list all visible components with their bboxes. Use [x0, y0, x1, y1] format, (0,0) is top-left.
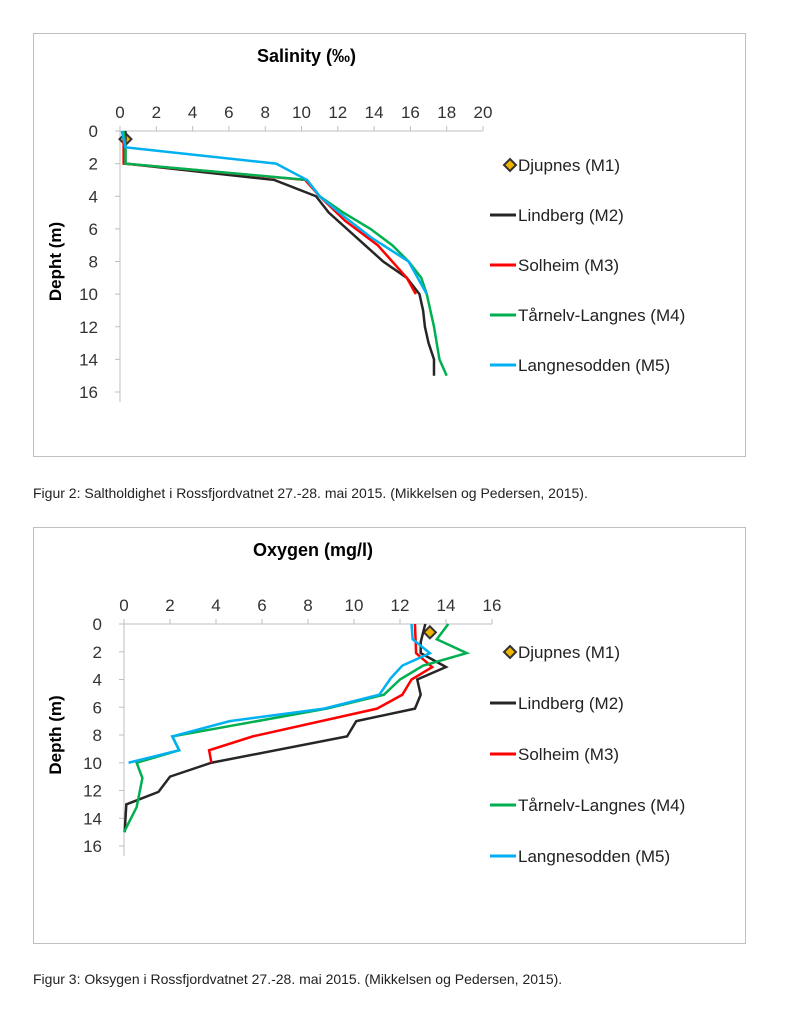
- oxygen-chart-frame: [33, 527, 746, 944]
- salinity-y-tick-label: 8: [89, 253, 98, 272]
- oxygen-legend-M1: Djupnes (M1): [518, 643, 620, 662]
- salinity-line-M3: [122, 131, 417, 295]
- salinity-legend-M4: Tårnelv-Langnes (M4): [518, 306, 685, 325]
- salinity-x-tick-label: 10: [292, 103, 311, 122]
- oxygen-y-axis-label: Depth (m): [46, 695, 65, 774]
- salinity-x-tick-label: 0: [115, 103, 124, 122]
- oxygen-chart-title: Oxygen (mg/l): [253, 540, 373, 560]
- salinity-legend-M2: Lindberg (M2): [518, 206, 624, 225]
- salinity-x-tick-label: 8: [260, 103, 269, 122]
- oxygen-y-tick-label: 4: [93, 671, 102, 690]
- oxygen-point-M1: [422, 624, 438, 640]
- oxygen-x-tick-label: 0: [119, 596, 128, 615]
- salinity-legend-M3: Solheim (M3): [518, 256, 619, 275]
- salinity-line-M2: [124, 131, 436, 376]
- salinity-x-tick-label: 6: [224, 103, 233, 122]
- salinity-y-tick-label: 2: [89, 155, 98, 174]
- salinity-x-tick-label: 18: [437, 103, 456, 122]
- oxygen-legend-M4: Tårnelv-Langnes (M4): [518, 796, 685, 815]
- oxygen-y-tick-label: 12: [83, 782, 102, 801]
- oxygen-x-tick-label: 14: [437, 596, 456, 615]
- oxygen-y-tick-label: 14: [83, 809, 102, 828]
- salinity-legend-M1: Djupnes (M1): [518, 156, 620, 175]
- oxygen-y-tick-label: 6: [93, 698, 102, 717]
- figure-3-caption: Figur 3: Oksygen i Rossfjordvatnet 27.-2…: [33, 971, 563, 987]
- salinity-x-tick-label: 14: [365, 103, 384, 122]
- salinity-y-tick-label: 0: [89, 122, 98, 141]
- oxygen-y-tick-label: 2: [93, 643, 102, 662]
- salinity-chart-frame: [33, 33, 746, 457]
- oxygen-x-tick-label: 4: [211, 596, 220, 615]
- salinity-y-tick-label: 12: [79, 318, 98, 337]
- salinity-x-tick-label: 4: [188, 103, 197, 122]
- legend-marker-M1: [502, 644, 518, 660]
- salinity-y-tick-label: 14: [79, 350, 98, 369]
- oxygen-y-tick-label: 10: [83, 754, 102, 773]
- salinity-y-tick-label: 4: [89, 187, 98, 206]
- oxygen-line-M5: [128, 623, 433, 764]
- salinity-legend-M5: Langnesodden (M5): [518, 356, 670, 375]
- salinity-x-tick-label: 12: [328, 103, 347, 122]
- salinity-y-tick-label: 16: [79, 383, 98, 402]
- salinity-y-tick-label: 10: [79, 285, 98, 304]
- oxygen-x-tick-label: 12: [391, 596, 410, 615]
- oxygen-y-tick-label: 16: [83, 837, 102, 856]
- salinity-x-tick-label: 2: [152, 103, 161, 122]
- oxygen-x-tick-label: 16: [483, 596, 502, 615]
- oxygen-y-tick-label: 0: [93, 615, 102, 634]
- oxygen-x-tick-label: 6: [257, 596, 266, 615]
- figure-2-caption: Figur 2: Saltholdighet i Rossfjordvatnet…: [33, 485, 588, 501]
- salinity-x-tick-label: 20: [474, 103, 493, 122]
- salinity-x-tick-label: 16: [401, 103, 420, 122]
- oxygen-legend-M2: Lindberg (M2): [518, 694, 624, 713]
- oxygen-legend-M5: Langnesodden (M5): [518, 847, 670, 866]
- oxygen-x-tick-label: 2: [165, 596, 174, 615]
- oxygen-x-tick-label: 8: [303, 596, 312, 615]
- salinity-chart-title: Salinity (‰): [257, 46, 356, 66]
- salinity-y-axis-label: Depht (m): [46, 222, 65, 301]
- salinity-line-M5: [120, 130, 428, 295]
- legend-marker-M1: [502, 157, 518, 173]
- oxygen-legend-M3: Solheim (M3): [518, 745, 619, 764]
- oxygen-y-tick-label: 8: [93, 726, 102, 745]
- salinity-line-M4: [122, 130, 448, 377]
- oxygen-x-tick-label: 10: [345, 596, 364, 615]
- salinity-y-tick-label: 6: [89, 220, 98, 239]
